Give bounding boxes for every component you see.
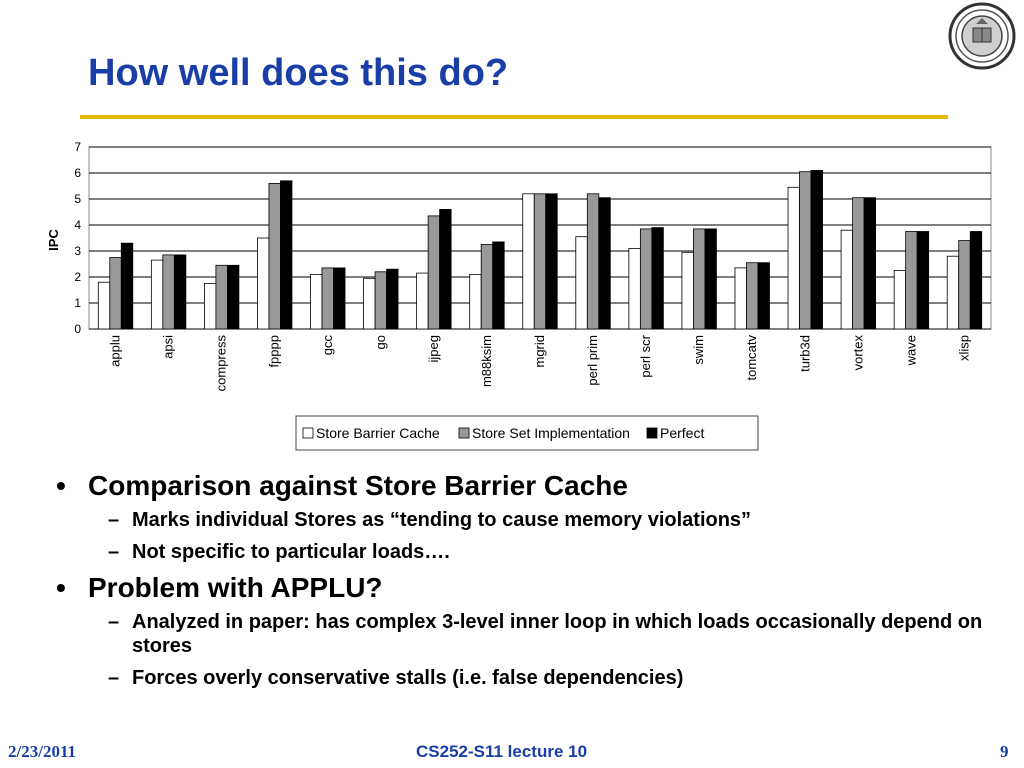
- title-divider: [80, 115, 948, 119]
- bullet-list: Comparison against Store Barrier Cache M…: [56, 470, 996, 698]
- bar-applu-series-3: [120, 242, 134, 330]
- x-tick-label: compress: [214, 335, 229, 392]
- x-tick-label: vortex: [850, 335, 865, 371]
- bar-applu-series-1: [97, 281, 111, 330]
- bar-perl-scr-series-2: [639, 228, 653, 330]
- y-tick-label: 6: [74, 166, 81, 180]
- bar-m88ksim-series-2: [480, 244, 494, 330]
- bar-apsi-series-3: [173, 254, 187, 330]
- bullet-comparison: Comparison against Store Barrier Cache: [56, 470, 996, 502]
- bar-turb3d-series-2: [799, 171, 812, 330]
- chart-legend: Store Barrier Cache Store Set Implementat…: [295, 415, 759, 451]
- bar-swim-series-1: [681, 251, 694, 330]
- bar-mgrid-series-2: [533, 193, 547, 330]
- bar-ijpeg-series-1: [416, 272, 429, 330]
- bar-mgrid-series-3: [545, 193, 558, 330]
- x-tick-label: wave: [903, 335, 918, 366]
- bar-mgrid-series-1: [522, 193, 535, 330]
- sub-bullet-not-specific: Not specific to particular loads….: [56, 540, 996, 564]
- page-number: 9: [1000, 742, 1009, 761]
- bar-perl-prim-series-1: [575, 236, 588, 330]
- y-tick-label: 1: [74, 296, 81, 310]
- bar-perl-prim-series-3: [598, 197, 611, 330]
- y-tick-label: 5: [74, 192, 81, 206]
- x-tick-label: perl scr: [638, 334, 653, 377]
- x-tick-label: m88ksim: [479, 335, 494, 387]
- x-tick-label: tomcatv: [744, 335, 759, 381]
- bar-applu-series-2: [109, 257, 122, 330]
- bar-ijpeg-series-2: [427, 215, 441, 330]
- bar-gcc-series-2: [321, 267, 334, 330]
- ipc-bar-chart: 0 1 2 3 4 5 6 7 applu apsi compress fpppp gcc go ijpeg…: [46, 140, 992, 451]
- legend-swatch: [646, 427, 658, 439]
- university-seal-icon: [946, 2, 1018, 70]
- bar-apsi-series-2: [162, 254, 175, 330]
- legend-box: [295, 415, 759, 451]
- x-tick-label: go: [373, 335, 388, 349]
- x-tick-label: ijpeg: [426, 335, 441, 362]
- bar-xlisp-series-2: [958, 240, 971, 330]
- x-tick-label: xlisp: [956, 335, 971, 361]
- bar-turb3d-series-1: [787, 186, 800, 330]
- bar-apsi-series-1: [150, 259, 164, 330]
- bar-fpppp-series-3: [280, 180, 293, 330]
- bar-m88ksim-series-1: [469, 273, 482, 330]
- sub-bullet-marks-stores: Marks individual Stores as “tending to c…: [56, 508, 996, 532]
- legend-swatch: [458, 427, 470, 439]
- y-tick-label: 2: [74, 270, 81, 284]
- bar-wave-series-2: [905, 231, 918, 330]
- bar-compress-series-2: [215, 264, 228, 330]
- bar-wave-series-3: [916, 231, 930, 330]
- bar-turb3d-series-3: [810, 170, 823, 330]
- y-tick-label: 0: [74, 322, 81, 336]
- x-tick-label: mgrid: [532, 335, 547, 368]
- y-tick-label: 3: [74, 244, 81, 258]
- y-axis-label: IPC: [46, 229, 61, 251]
- bar-perl-scr-series-1: [628, 248, 641, 330]
- bullet-applu-problem: Problem with APPLU?: [56, 572, 996, 604]
- slide-title: How well does this do?: [88, 52, 509, 94]
- legend-entry: Store Barrier Cache: [316, 425, 440, 441]
- bar-fpppp-series-1: [257, 237, 270, 330]
- bar-gcc-series-1: [310, 273, 323, 330]
- bar-go-series-3: [386, 268, 399, 330]
- bar-swim-series-3: [704, 228, 717, 330]
- y-tick-label: 4: [74, 218, 81, 232]
- sub-bullet-forces-stalls: Forces overly conservative stalls (i.e. …: [56, 666, 996, 690]
- sub-bullet-analyzed: Analyzed in paper: has complex 3-level i…: [56, 610, 996, 658]
- bar-compress-series-1: [203, 283, 217, 330]
- bar-swim-series-2: [693, 228, 706, 330]
- legend-entry: Perfect: [660, 425, 704, 441]
- bar-vortex-series-1: [840, 229, 854, 330]
- legend-swatch: [302, 427, 314, 439]
- x-tick-label: applu: [108, 335, 123, 367]
- bar-gcc-series-3: [333, 267, 346, 330]
- x-tick-label: turb3d: [797, 335, 812, 372]
- bar-wave-series-1: [893, 270, 907, 330]
- bar-tomcatv-series-2: [746, 262, 759, 330]
- footer-date: 2/23/2011: [8, 742, 77, 761]
- bar-tomcatv-series-1: [734, 267, 747, 330]
- bar-vortex-series-3: [863, 197, 877, 330]
- x-tick-label: perl prim: [585, 335, 600, 386]
- bar-m88ksim-series-3: [492, 241, 505, 330]
- bar-xlisp-series-3: [969, 231, 983, 330]
- y-tick-label: 7: [74, 140, 81, 154]
- x-tick-label: apsi: [161, 335, 176, 359]
- bar-vortex-series-2: [852, 197, 865, 330]
- bar-tomcatv-series-3: [757, 262, 770, 330]
- legend-entry: Store Set Implementation: [472, 425, 630, 441]
- x-tick-label: swim: [691, 335, 706, 365]
- bar-go-series-1: [363, 277, 376, 330]
- bar-xlisp-series-1: [946, 255, 960, 330]
- bar-fpppp-series-2: [268, 183, 281, 330]
- bar-ijpeg-series-3: [439, 209, 452, 330]
- footer-course: CS252-S11 lecture 10: [416, 742, 588, 761]
- bar-perl-prim-series-2: [586, 193, 600, 330]
- x-tick-label: fpppp: [267, 335, 282, 368]
- bar-perl-scr-series-3: [651, 227, 664, 330]
- bar-go-series-2: [374, 271, 387, 330]
- bar-compress-series-3: [226, 264, 240, 330]
- x-tick-label: gcc: [320, 335, 335, 356]
